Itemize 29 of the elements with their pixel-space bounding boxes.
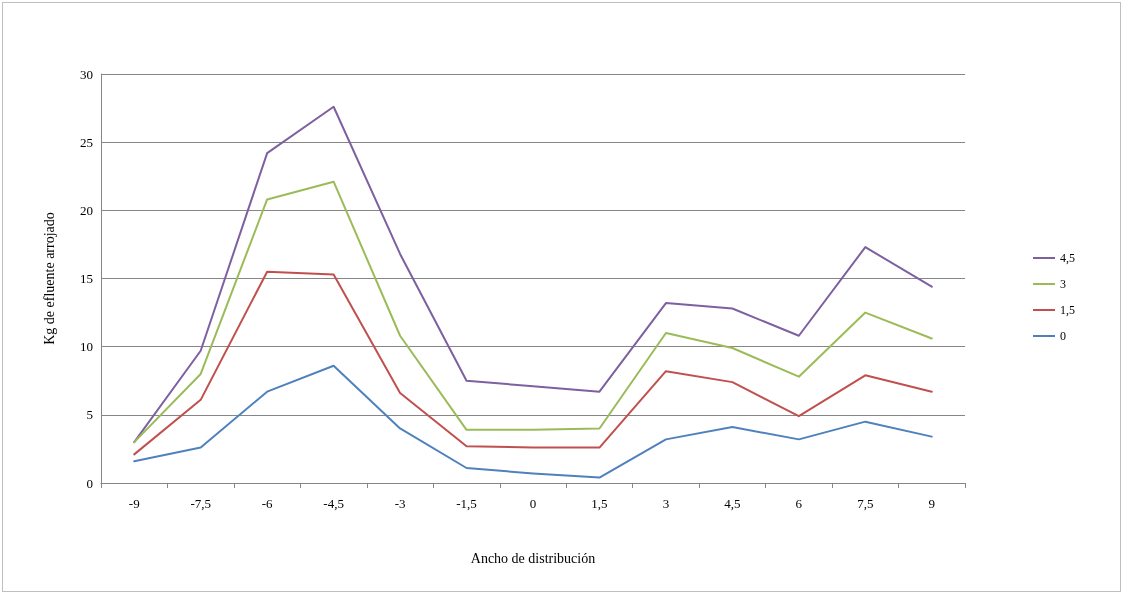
y-tick-label: 25 [80, 134, 93, 150]
x-tick-label: 4,5 [724, 496, 741, 511]
x-tick-label: -1,5 [456, 496, 477, 511]
x-tick-label: -6 [261, 496, 274, 511]
x-tick-label: 0 [529, 496, 537, 511]
x-tick-label: -3 [394, 496, 406, 511]
y-tick-label: 20 [80, 202, 93, 218]
x-tick-label: -9 [128, 496, 140, 511]
legend-label: 0 [1060, 329, 1066, 343]
x-axis-title: Ancho de distribución [470, 550, 596, 566]
x-tick-label: -4,5 [323, 496, 344, 511]
y-axis-title: Kg de efluente arrojado [41, 212, 57, 345]
y-tick-label: 10 [80, 339, 93, 355]
x-tick-label: 6 [795, 496, 803, 511]
legend-label: 3 [1060, 277, 1066, 291]
x-tick-label: 7,5 [857, 496, 874, 511]
x-tick-label: -7,5 [190, 496, 211, 511]
y-tick-label: 30 [80, 66, 93, 82]
y-tick-label: 0 [86, 475, 93, 491]
legend-label: 1,5 [1060, 303, 1075, 317]
legend-label: 4,5 [1060, 251, 1075, 265]
x-tick-label: 1,5 [591, 496, 608, 511]
line-series [133, 364, 933, 479]
y-tick-label: 15 [80, 271, 93, 286]
x-tick-label: 9 [928, 496, 936, 511]
x-tick-label: 3 [662, 496, 670, 511]
y-tick-label: 5 [86, 407, 93, 423]
line-series [133, 180, 933, 444]
line-series [133, 270, 933, 456]
